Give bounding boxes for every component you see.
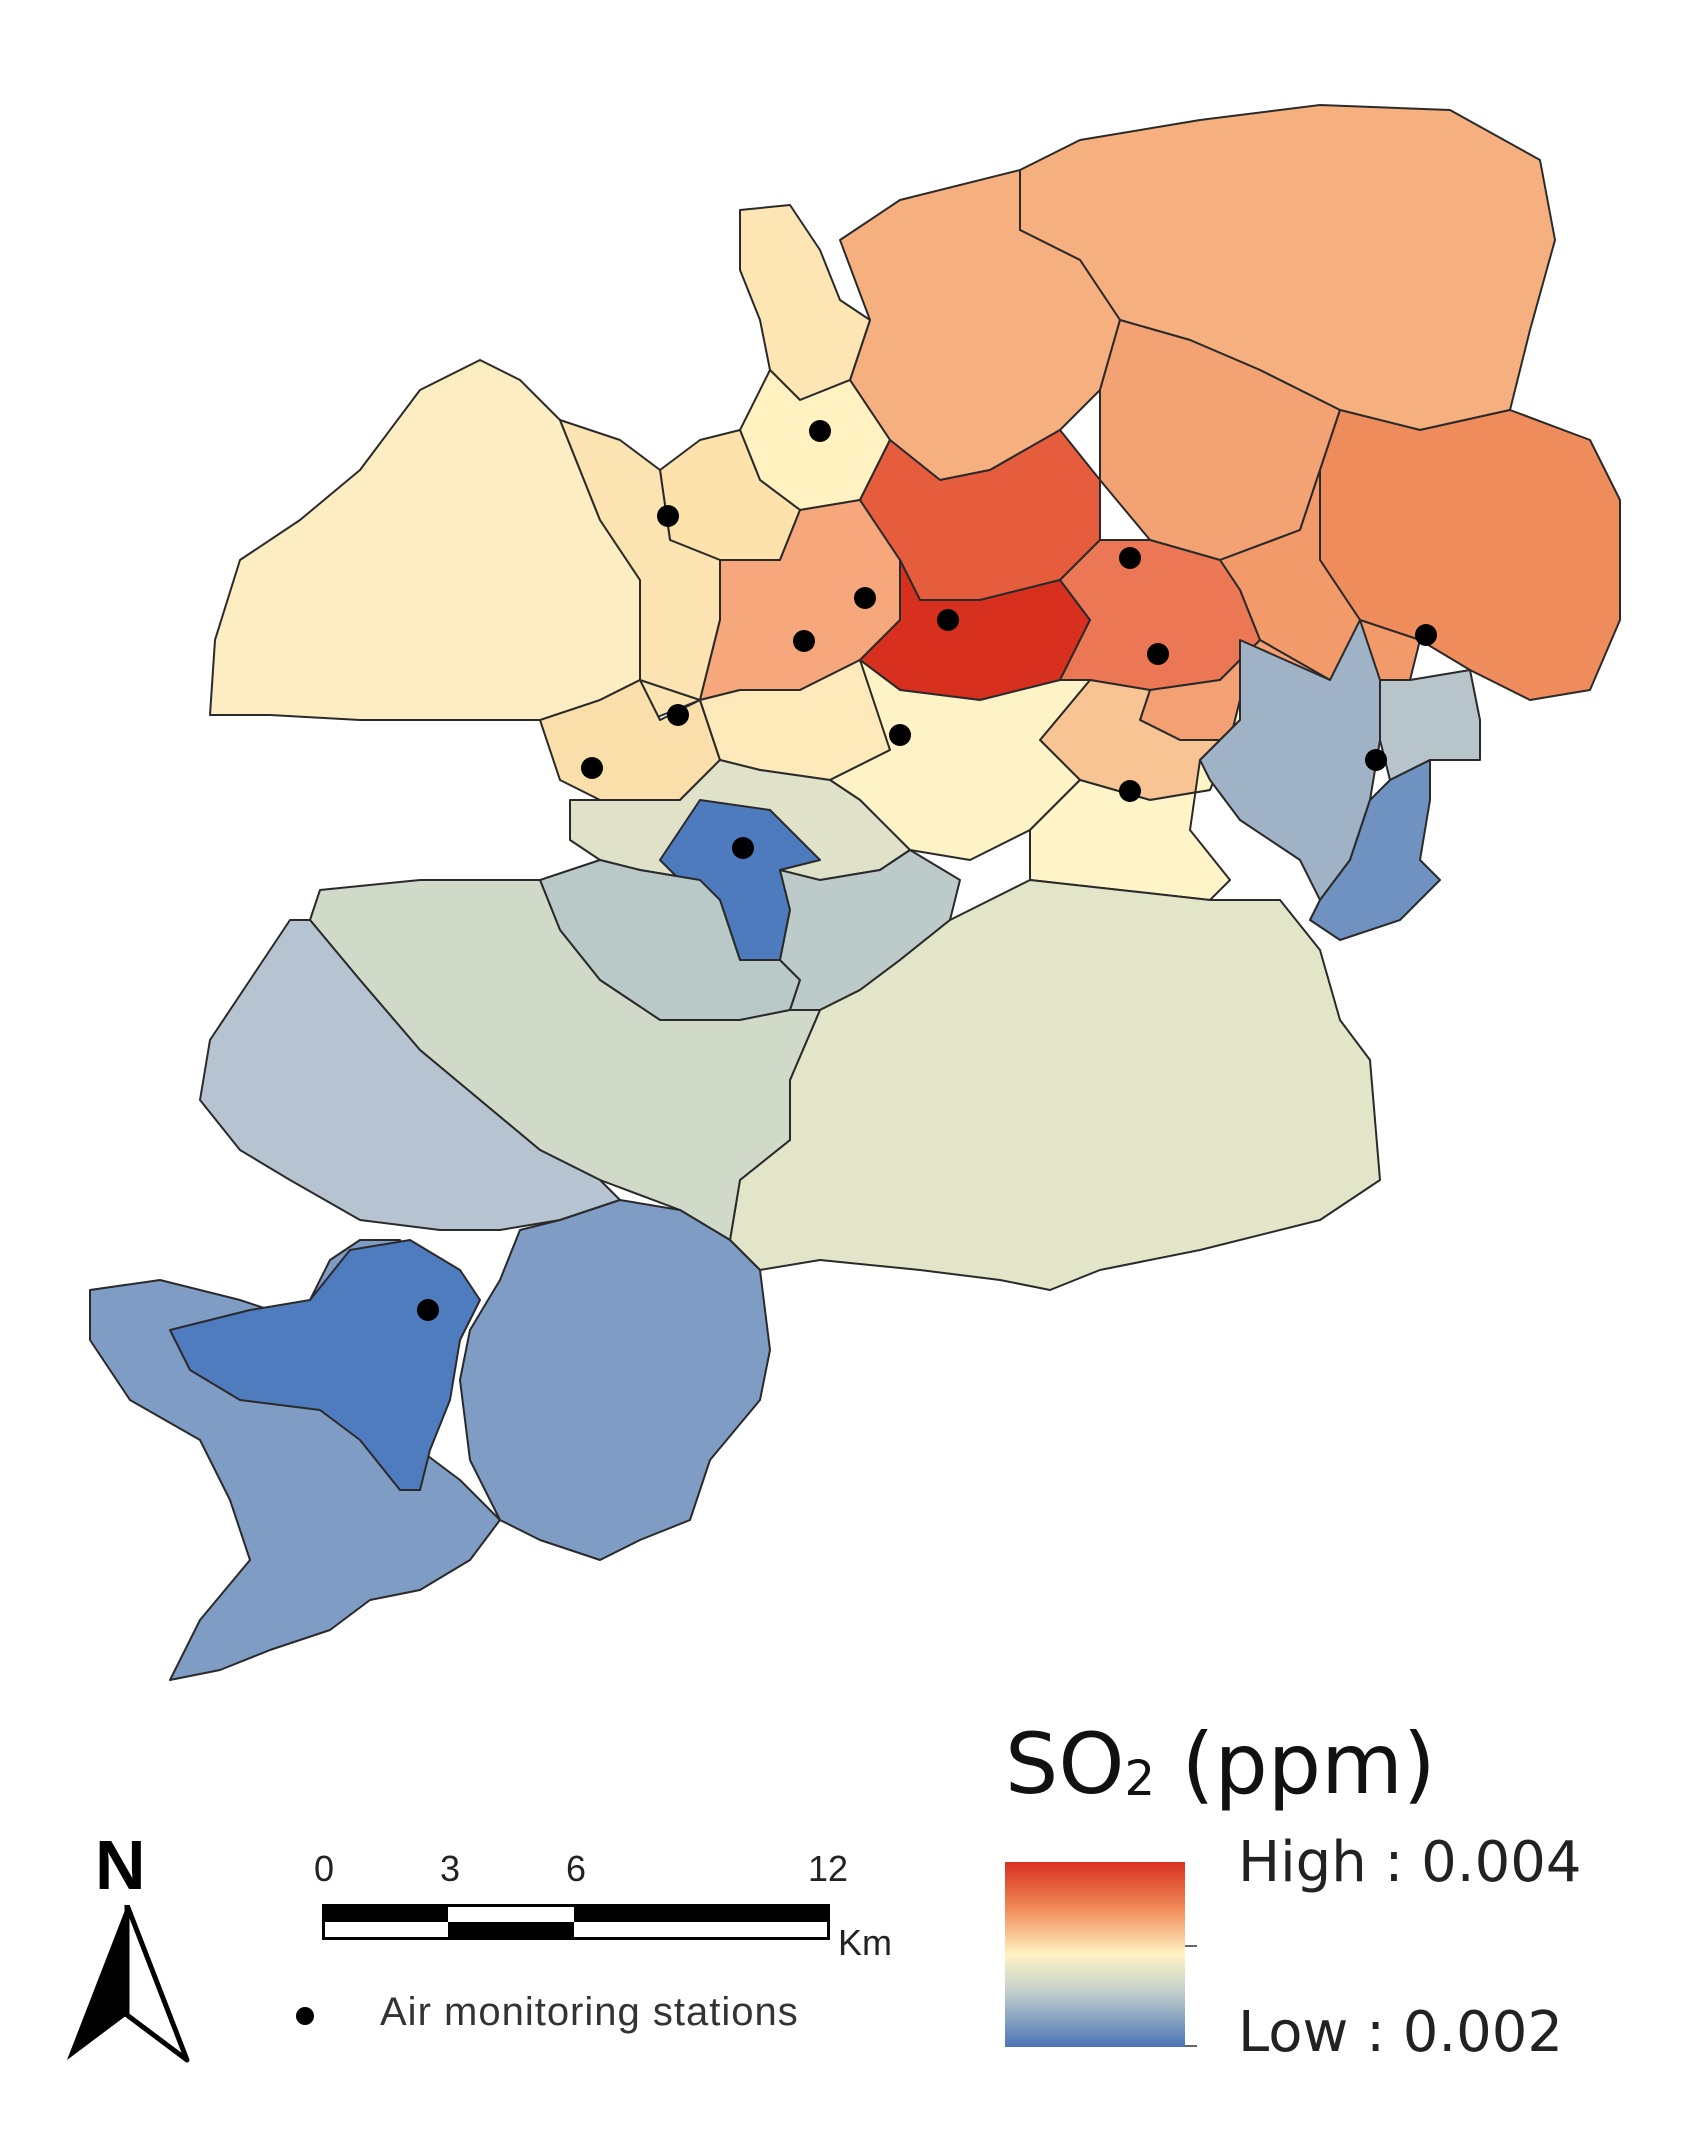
station-marker [1119, 780, 1141, 802]
station-marker [854, 587, 876, 609]
region-sw-right [459, 1199, 771, 1561]
north-arrow-icon [67, 1905, 190, 2063]
region-sw-dark [169, 1239, 481, 1491]
station-marker [793, 630, 815, 652]
scale-tick-6: 6 [565, 1848, 587, 1889]
scale-tick-3: 3 [439, 1848, 461, 1889]
scale-unit: Km [838, 1922, 892, 1963]
station-marker [667, 704, 689, 726]
north-label: N [95, 1826, 146, 1904]
legend-high-label: High : 0.004 [1238, 1830, 1582, 1895]
legend-title: SO2 (ppm) [1005, 1715, 1436, 1813]
region-east-south-3 [1309, 759, 1441, 941]
scale-bar: 0 3 6 12 Km [300, 1848, 892, 1968]
scale-bar-frame [322, 1904, 830, 1940]
color-ramp [1005, 1862, 1185, 2047]
choropleth-map [89, 104, 1621, 1681]
station-marker [732, 837, 754, 859]
station-legend-label: Air monitoring stations [380, 1990, 799, 2034]
station-marker [937, 609, 959, 631]
station-marker [417, 1299, 439, 1321]
legend-low-label: Low : 0.002 [1238, 2000, 1564, 2065]
station-legend-dot [296, 2007, 314, 2025]
station-marker [809, 420, 831, 442]
ramp-tick [1185, 1945, 1197, 1947]
station-markers [417, 420, 1437, 1321]
station-marker [1365, 749, 1387, 771]
scale-tick-0: 0 [313, 1848, 335, 1889]
region-west-far [209, 359, 641, 721]
ramp-tick [1185, 2045, 1197, 2047]
station-marker [1119, 547, 1141, 569]
legend-title-unit: (ppm) [1154, 1715, 1436, 1813]
station-marker [657, 505, 679, 527]
station-marker [581, 757, 603, 779]
station-marker [1415, 624, 1437, 646]
legend-title-subscript: 2 [1124, 1751, 1155, 1807]
legend-title-main: SO [1005, 1715, 1125, 1813]
region-south-west [199, 919, 621, 1231]
scale-tick-12: 12 [807, 1848, 849, 1889]
station-marker [889, 724, 911, 746]
station-marker [1147, 643, 1169, 665]
